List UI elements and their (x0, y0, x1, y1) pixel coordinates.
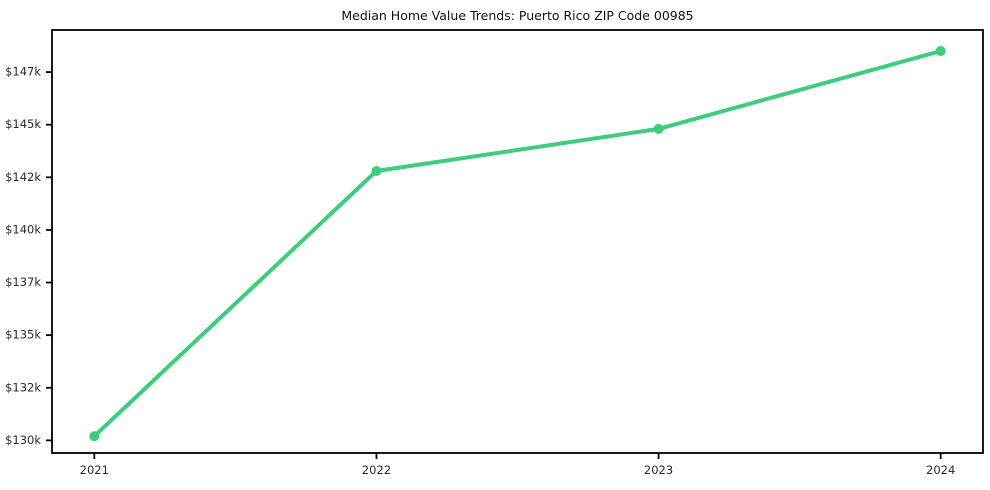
data-point-2022 (371, 166, 382, 176)
y-tick-label: $132k (5, 380, 41, 394)
axes-border (51, 29, 984, 454)
data-point-2021 (89, 431, 100, 442)
y-tick-label: $137k (5, 275, 41, 289)
y-tick-label: $130k (5, 433, 41, 447)
y-tick-label: $135k (5, 328, 41, 342)
data-point-2024 (935, 46, 946, 57)
y-tick-label: $145k (5, 117, 41, 131)
x-tick-label: 2024 (926, 463, 955, 477)
x-tick-label: 2021 (80, 463, 109, 477)
trend-line (92, 49, 943, 439)
y-tick-label: $142k (5, 170, 41, 184)
y-tick-label: $147k (5, 65, 41, 79)
x-tick-label: 2023 (644, 463, 673, 477)
y-tick-label: $140k (5, 222, 41, 236)
x-tick-label: 2022 (362, 463, 391, 477)
chart-title: Median Home Value Trends: Puerto Rico ZI… (341, 8, 694, 23)
data-point-2023 (653, 123, 664, 134)
